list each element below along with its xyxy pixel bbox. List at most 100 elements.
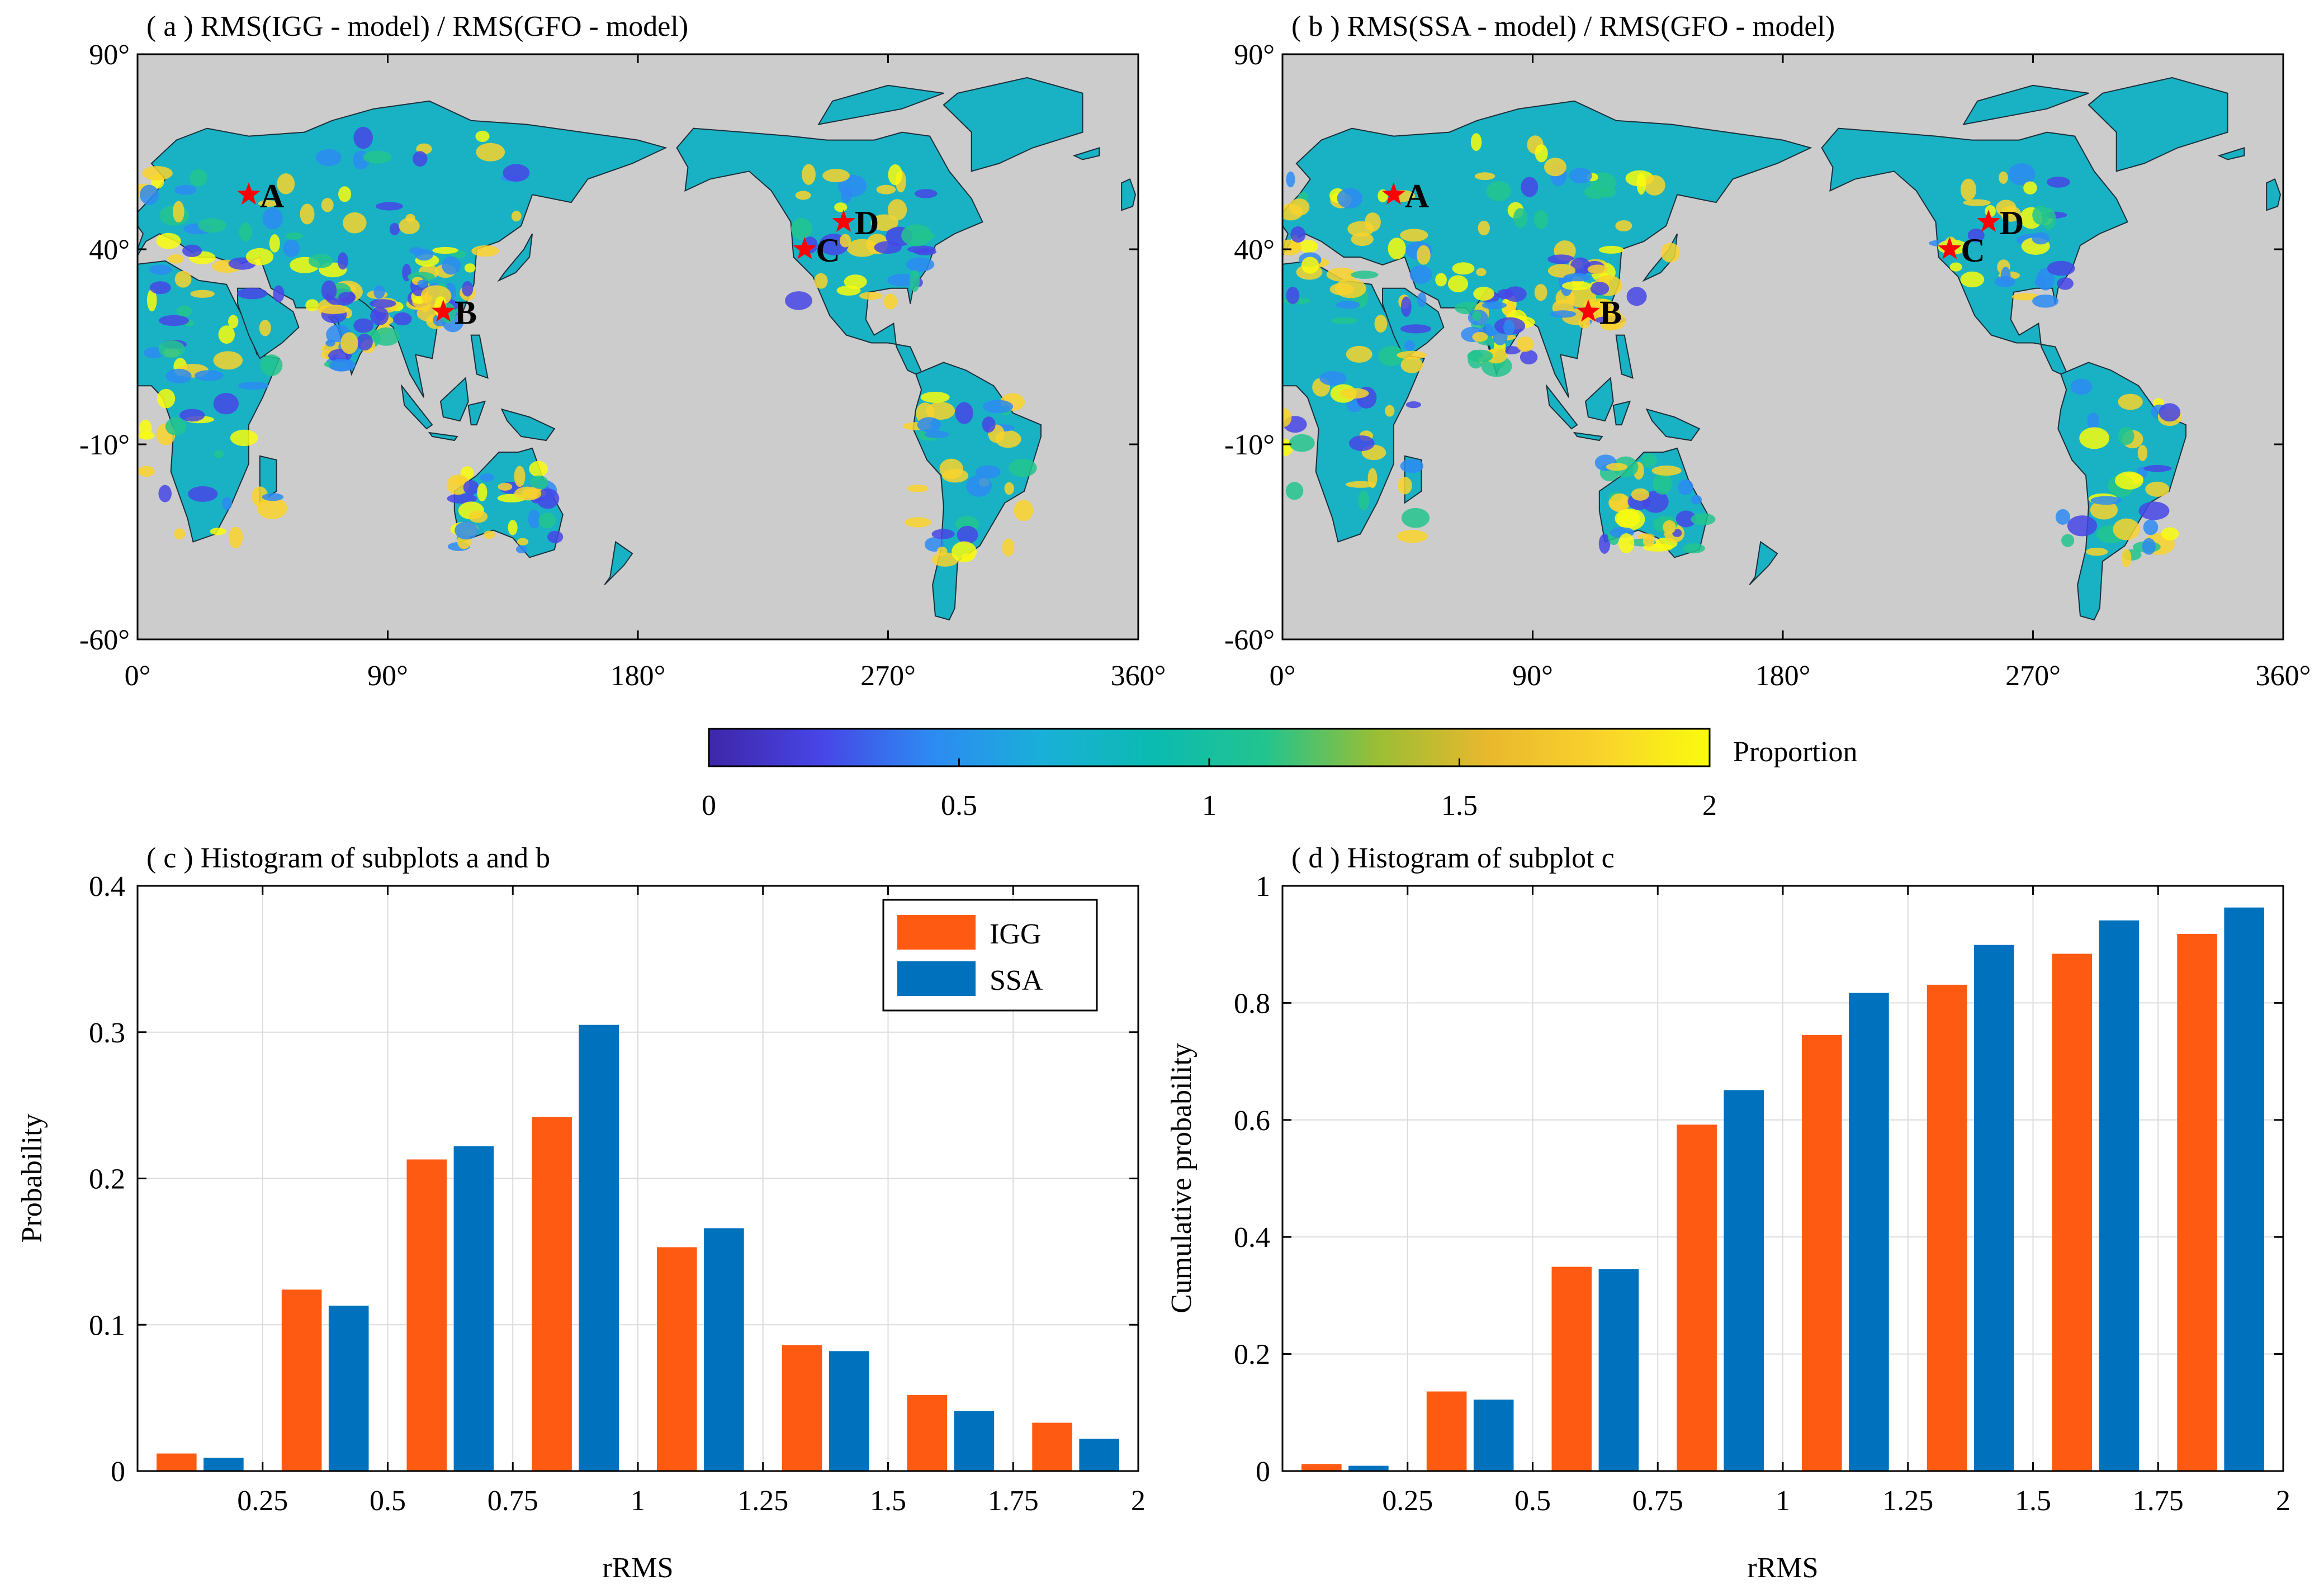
value-patch: [785, 291, 812, 310]
value-patch: [399, 217, 420, 234]
value-patch: [791, 217, 812, 240]
value-patch: [179, 409, 205, 422]
value-patch: [158, 340, 185, 358]
value-patch: [455, 521, 479, 540]
value-patch: [157, 388, 176, 409]
x-tick-label: 0.75: [487, 1485, 538, 1517]
value-patch: [376, 202, 403, 211]
value-patch: [300, 203, 315, 225]
map-b-title: ( b ) RMS(SSA - model) / RMS(GFO - model…: [1291, 11, 1835, 42]
value-patch: [1374, 315, 1388, 333]
x-tick-label: 0.75: [1632, 1485, 1683, 1517]
value-patch: [198, 218, 226, 233]
value-patch: [1503, 319, 1515, 336]
value-patch: [1618, 533, 1635, 553]
value-patch: [373, 327, 400, 346]
value-patch: [966, 475, 992, 497]
value-patch: [338, 292, 356, 303]
value-patch: [462, 281, 474, 297]
value-patch: [1351, 271, 1379, 279]
station-marker-label: B: [1599, 295, 1622, 331]
value-patch: [836, 285, 861, 296]
value-patch: [1651, 465, 1682, 476]
value-patch: [1435, 273, 1447, 287]
value-patch: [888, 164, 903, 186]
value-patch: [389, 222, 400, 235]
value-patch: [1004, 482, 1014, 495]
land-polygon: [400, 383, 433, 430]
value-patch: [238, 382, 269, 390]
value-patch: [883, 293, 898, 310]
value-patch: [2011, 293, 2040, 301]
bar-igg: [1802, 1035, 1842, 1471]
land-polygon: [1545, 383, 1578, 430]
value-patch: [917, 417, 941, 433]
colorbar-tick-label: 1.5: [1441, 790, 1478, 822]
colorbar-tick-label: 0: [702, 790, 716, 822]
value-patch: [515, 545, 528, 553]
hist-d-xlabel: rRMS: [1747, 1552, 1818, 1584]
value-patch: [1636, 173, 1646, 195]
value-patch: [318, 305, 349, 314]
hist-d-bars: [1301, 907, 2264, 1471]
hist-c-title: ( c ) Histogram of subplots a and b: [146, 842, 550, 874]
station-marker-star: [832, 210, 855, 232]
value-patch: [174, 528, 186, 539]
map-b-axes: 90° 40° -10° -60° 0° 90° 180° 270° 360°: [1224, 39, 2311, 692]
value-patch: [1544, 158, 1566, 177]
value-patch: [370, 306, 389, 326]
value-patch: [1400, 229, 1428, 242]
value-patch: [1967, 228, 1985, 243]
value-patch: [1467, 349, 1493, 363]
station-marker-star: [1938, 237, 1962, 259]
value-patch: [1336, 301, 1360, 309]
value-patch: [841, 185, 852, 203]
land-polygon: [497, 233, 533, 282]
land-polygon: [2088, 77, 2228, 172]
value-patch: [182, 244, 202, 257]
bar-ssa: [203, 1458, 244, 1471]
land-polygon: [467, 400, 486, 426]
value-patch: [213, 393, 239, 415]
value-patch: [149, 281, 171, 295]
value-patch: [2079, 427, 2110, 449]
value-patch: [2090, 496, 2122, 505]
value-patch: [1400, 296, 1412, 317]
value-patch: [1447, 275, 1469, 293]
bar-igg: [1677, 1125, 1717, 1471]
value-patch: [2159, 403, 2181, 422]
legend-label-igg: IGG: [990, 918, 1041, 950]
value-patch: [2090, 500, 2118, 520]
lon-tick-label: 0°: [125, 660, 151, 692]
value-patch: [476, 143, 505, 162]
land-polygon: [1382, 287, 1445, 359]
value-patch: [1626, 287, 1647, 306]
map-b-land: [1282, 77, 2282, 621]
station-marker-star: [793, 237, 817, 259]
lat-tick-label: -60°: [1224, 624, 1275, 656]
value-patch: [1337, 188, 1363, 209]
value-patch: [158, 485, 172, 502]
value-patch: [370, 299, 396, 308]
value-patch: [517, 538, 529, 545]
value-patch: [503, 164, 530, 182]
value-patch: [432, 246, 458, 254]
value-patch: [1516, 336, 1534, 352]
lon-tick-label: 180°: [1755, 660, 1811, 692]
value-patch: [1358, 490, 1369, 510]
value-patch: [213, 351, 243, 370]
value-patch: [1963, 199, 1991, 206]
station-marker-label: A: [1405, 177, 1429, 214]
bar-ssa: [453, 1146, 494, 1471]
bar-igg: [2052, 953, 2093, 1471]
value-patch: [442, 256, 461, 275]
value-patch: [508, 520, 518, 535]
x-tick-label: 1.25: [1882, 1485, 1933, 1517]
x-tick-label: 1.75: [2133, 1485, 2184, 1517]
colorbar-tick-label: 2: [1702, 790, 1717, 822]
y-tick-label: 0.2: [89, 1164, 125, 1196]
value-patch: [329, 359, 354, 372]
value-patch: [840, 234, 851, 248]
bar-igg: [281, 1289, 322, 1471]
